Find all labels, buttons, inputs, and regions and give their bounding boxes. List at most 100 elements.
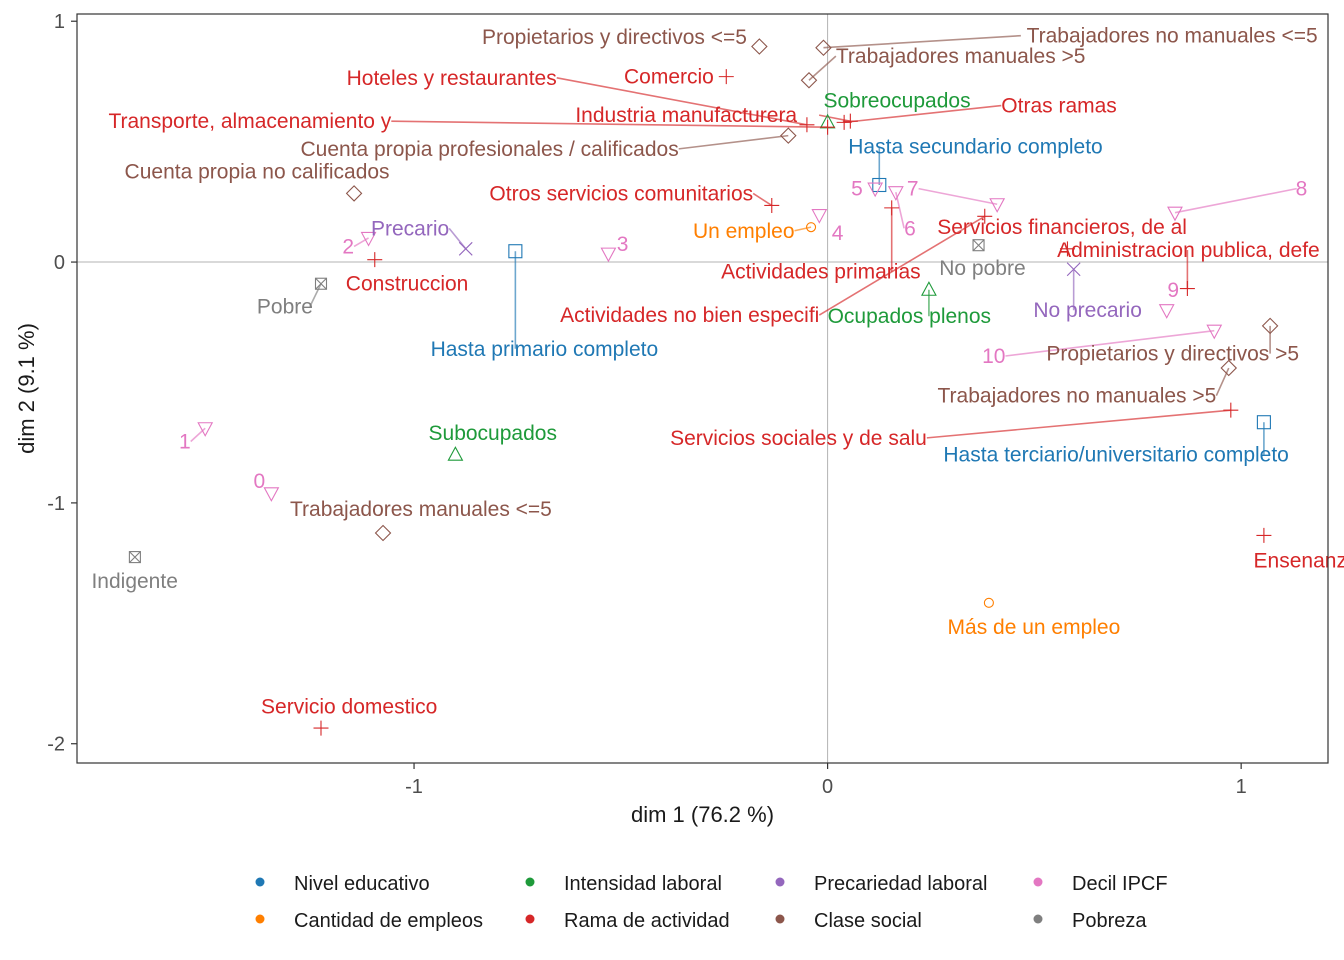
point-nivel-educativo-hasta-secundario-completo-label: Hasta secundario completo <box>848 135 1102 158</box>
point-decil-ipcf-2-leader <box>353 237 369 248</box>
point-intensidad-laboral-subocupados-label: Subocupados <box>429 422 557 445</box>
point-rama-de-actividad-construccion-marker <box>367 252 383 268</box>
point-intensidad-laboral-ocupados-plenos-label: Ocupados plenos <box>828 305 991 328</box>
point-clase-social-cuenta-propia-no-calificados-marker <box>345 185 363 202</box>
point-rama-de-actividad-otros-servicios-comunitarios-marker <box>764 197 780 213</box>
point-clase-social-propietarios-y-directivos-5-marker <box>751 38 768 55</box>
point-rama-de-actividad-ensenanza-label: Ensenanza <box>1254 550 1344 573</box>
point-rama-de-actividad-comercio-marker <box>718 69 734 85</box>
point-clase-social-trabajadores-manuales-5-marker <box>374 524 392 542</box>
legend-item-precariedad-laboral-label: Precariedad laboral <box>814 873 987 895</box>
legend-item-nivel-educativo-swatch <box>255 877 265 887</box>
legend-item-nivel-educativo-label: Nivel educativo <box>294 873 430 895</box>
point-decil-ipcf-6-marker <box>887 186 904 201</box>
reference-lines <box>77 14 1328 763</box>
point-rama-de-actividad-actividades-no-bien-especifi-leader <box>818 215 986 316</box>
point-cantidad-de-empleos-un-empleo-marker <box>806 222 817 233</box>
point-clase-social-trabajadores-manuales-5-marker <box>800 71 818 89</box>
x-tick-label: 1 <box>1236 776 1247 798</box>
point-nivel-educativo-hasta-secundario-completo-marker <box>872 177 887 193</box>
point-precariedad-laboral-precario-label: Precario <box>371 217 449 240</box>
legend-item-cantidad-de-empleos-swatch <box>255 914 265 924</box>
point-nivel-educativo-hasta-terciario-universitario-completo-marker <box>1256 415 1271 430</box>
point-decil-ipcf-0-marker <box>263 487 280 502</box>
legend-item-pobreza-label: Pobreza <box>1072 910 1147 932</box>
legend: Nivel educativo Intensidad laboral Precari… <box>255 873 1168 932</box>
legend-item-pobreza: Pobreza <box>1033 910 1147 932</box>
label-leader-lines <box>190 34 1297 455</box>
point-pobreza-no-pobre-marker <box>972 239 985 252</box>
point-cantidad-de-empleos-un-empleo-leader <box>794 226 812 232</box>
point-pobreza-indigente-marker <box>128 551 141 564</box>
point-rama-de-actividad-servicios-financieros-de-al-label: Servicios financieros, de al <box>937 216 1187 239</box>
point-rama-de-actividad-transporte-almacenamiento-y-leader <box>391 120 828 128</box>
point-rama-de-actividad-actividades-no-bien-especifi-label: Actividades no bien especifi <box>560 304 819 327</box>
point-rama-de-actividad-industria-manufacturera-label: Industria manufacturera <box>575 104 797 127</box>
point-decil-ipcf-8-label: 8 <box>1296 178 1308 201</box>
point-rama-de-actividad-comercio-label: Comercio <box>624 66 714 89</box>
point-nivel-educativo-hasta-primario-completo-label: Hasta primario completo <box>431 338 659 361</box>
y-axis-ticks: 1 0 -1 -2 <box>47 11 77 756</box>
point-decil-ipcf-7-leader <box>918 187 998 206</box>
point-decil-ipcf-8-leader <box>1174 187 1297 214</box>
point-clase-social-cuenta-propia-no-calificados-label: Cuenta propia no calificados <box>125 161 390 184</box>
point-clase-social-trabajadores-no-manuales-5-marker <box>1220 359 1238 377</box>
point-rama-de-actividad-servicios-sociales-y-de-salu-label: Servicios sociales y de salu <box>670 427 927 450</box>
point-clase-social-trabajadores-no-manuales-5-leader <box>1215 367 1230 397</box>
point-precariedad-laboral-no-precario-label: No precario <box>1033 299 1142 322</box>
point-rama-de-actividad-industria-manufacturera-leader <box>818 114 851 122</box>
point-rama-de-actividad-otras-ramas-label: Otras ramas <box>1001 95 1117 118</box>
point-rama-de-actividad-actividades-primarias-marker <box>884 200 900 216</box>
point-markers <box>128 38 1279 736</box>
point-intensidad-laboral-subocupados-marker <box>447 446 464 461</box>
x-axis-title: dim 1 (76.2 %) <box>631 802 774 827</box>
point-cantidad-de-empleos-un-empleo-label: Un empleo <box>693 220 795 243</box>
point-pobreza-pobre-label: Pobre <box>257 296 313 319</box>
y-tick-label: -1 <box>47 493 65 515</box>
point-rama-de-actividad-otras-ramas-leader <box>844 104 1002 124</box>
point-labels: Hasta primario completo Hasta secundario … <box>91 25 1344 719</box>
legend-item-decil-ipcf-swatch <box>1033 877 1043 887</box>
point-decil-ipcf-3-label: 3 <box>617 233 629 256</box>
point-decil-ipcf-9-label: 9 <box>1167 279 1179 302</box>
panel-border <box>76 13 1329 764</box>
point-rama-de-actividad-servicio-domestico-marker <box>313 720 329 736</box>
point-decil-ipcf-1-label: 1 <box>179 430 191 453</box>
point-decil-ipcf-0-label: 0 <box>253 470 265 493</box>
point-decil-ipcf-10-marker <box>1206 324 1223 340</box>
point-clase-social-trabajadores-manuales-5-label: Trabajadores manuales >5 <box>836 45 1086 68</box>
legend-item-cantidad-de-empleos-label: Cantidad de empleos <box>294 910 483 932</box>
y-axis-title: dim 2 (9.1 %) <box>14 323 39 454</box>
legend-item-intensidad-laboral: Intensidad laboral <box>525 873 722 895</box>
x-tick-label: -1 <box>405 776 423 798</box>
point-clase-social-propietarios-y-directivos-5-label: Propietarios y directivos >5 <box>1046 343 1299 366</box>
legend-item-precariedad-laboral-swatch <box>775 877 785 887</box>
legend-item-clase-social-swatch <box>775 914 785 924</box>
point-clase-social-trabajadores-no-manuales-5-marker <box>815 39 832 56</box>
point-decil-ipcf-3-marker <box>600 247 617 263</box>
point-cantidad-de-empleos-mas-de-un-empleo-marker <box>983 597 994 608</box>
legend-item-rama-de-actividad: Rama de actividad <box>525 910 730 932</box>
point-rama-de-actividad-administracion-publica-defe-label: Administracion publica, defe <box>1057 239 1320 262</box>
point-rama-de-actividad-transporte-almacenamiento-y-marker <box>820 119 836 135</box>
point-decil-ipcf-5-marker <box>867 182 884 198</box>
point-rama-de-actividad-hoteles-y-restaurantes-leader <box>556 77 808 126</box>
point-clase-social-cuenta-propia-profesionales-calificados-marker <box>780 127 797 144</box>
legend-item-clase-social: Clase social <box>775 910 922 932</box>
legend-item-intensidad-laboral-label: Intensidad laboral <box>564 873 722 895</box>
point-cantidad-de-empleos-mas-de-un-empleo-label: Más de un empleo <box>948 616 1121 639</box>
point-rama-de-actividad-servicios-sociales-y-de-salu-marker <box>1223 402 1239 418</box>
point-pobreza-indigente-label: Indigente <box>91 570 177 593</box>
point-rama-de-actividad-ensenanza-marker <box>1256 527 1272 543</box>
point-clase-social-trabajadores-no-manuales-5-label: Trabajadores no manuales >5 <box>938 385 1217 408</box>
point-pobreza-no-pobre-label: No pobre <box>939 257 1025 280</box>
y-tick-label: 0 <box>54 252 65 274</box>
point-clase-social-propietarios-y-directivos-5-marker <box>1261 317 1279 335</box>
legend-item-clase-social-label: Clase social <box>814 910 922 932</box>
point-rama-de-actividad-hoteles-y-restaurantes-label: Hoteles y restaurantes <box>347 67 557 90</box>
point-decil-ipcf-10-label: 10 <box>982 345 1005 368</box>
point-decil-ipcf-2-marker <box>360 231 377 247</box>
point-decil-ipcf-4-label: 4 <box>832 222 844 245</box>
